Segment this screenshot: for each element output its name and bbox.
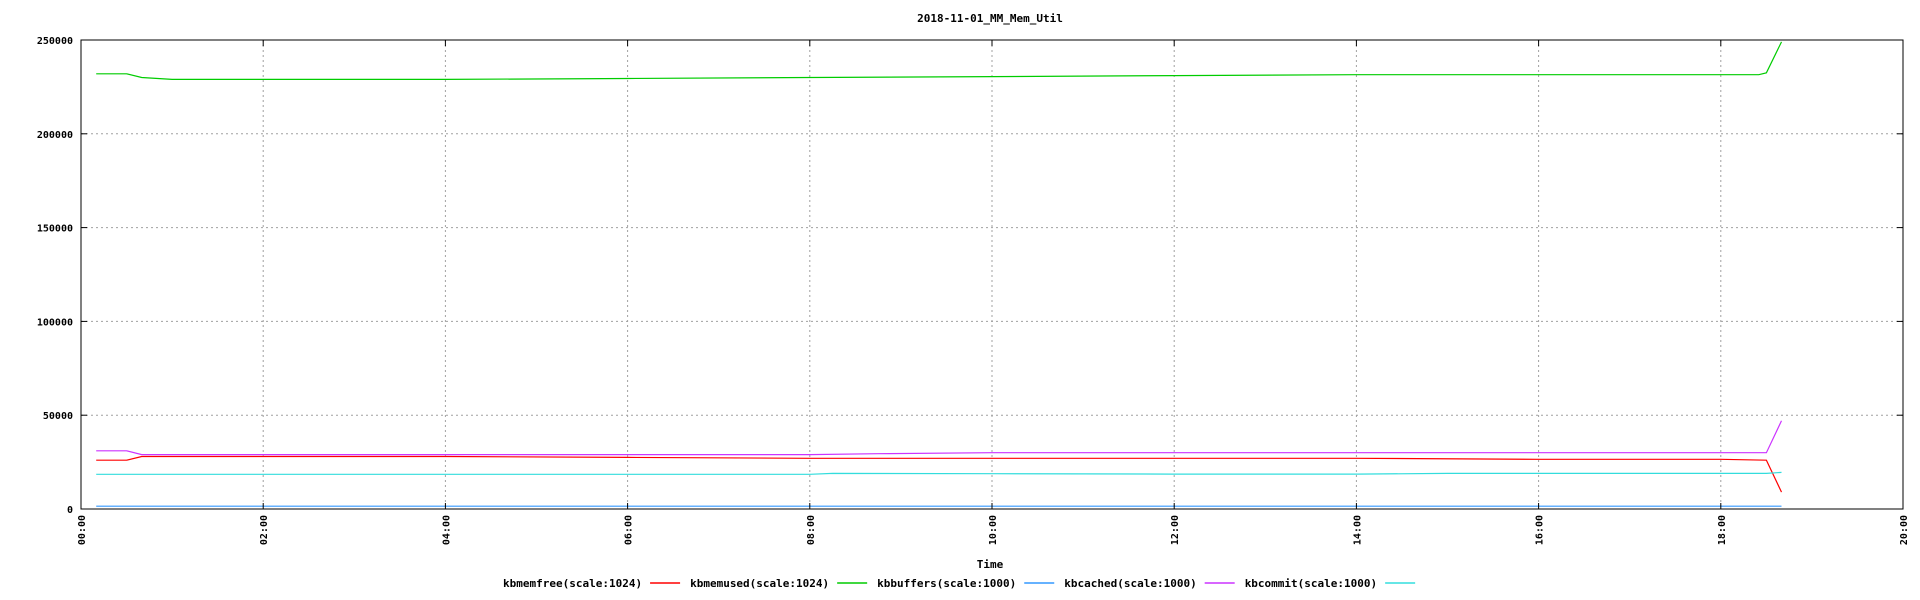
legend-label: kbmemused(scale:1024)	[690, 577, 829, 590]
legend-label: kbbuffers(scale:1000)	[877, 577, 1016, 590]
chart-title: 2018-11-01_MM_Mem_Util	[917, 12, 1063, 25]
x-tick-label: 14:00	[1352, 515, 1363, 545]
x-tick-label: 12:00	[1170, 515, 1181, 545]
x-axis: 00:00 02:00 04:00 06:00 08:00 10:00 12:00 14:00…	[77, 40, 1910, 545]
series-line-4	[96, 420, 1783, 456]
x-tick-label: 04:00	[441, 515, 452, 545]
x-tick-label: 16:00	[1535, 515, 1546, 545]
y-tick-label: 0	[67, 505, 73, 516]
series-line-1	[96, 455, 1783, 493]
x-axis-label: Time	[977, 558, 1004, 571]
x-tick-label: 06:00	[624, 515, 635, 545]
legend-label: kbcommit(scale:1000)	[1245, 577, 1377, 590]
x-tick-label: 08:00	[806, 515, 817, 545]
x-tick-label: 02:00	[259, 515, 270, 545]
grid	[81, 40, 1903, 509]
y-tick-label: 50000	[43, 411, 73, 422]
x-tick-label: 10:00	[988, 515, 999, 545]
x-tick-label: 00:00	[77, 515, 88, 545]
y-tick-label: 150000	[37, 224, 73, 235]
series-layer	[96, 41, 1783, 507]
legend-label: kbcached(scale:1000)	[1064, 577, 1196, 590]
y-tick-label: 100000	[37, 317, 73, 328]
y-tick-label: 250000	[37, 36, 73, 47]
y-tick-label: 200000	[37, 130, 73, 141]
legend-label: kbmemfree(scale:1024)	[503, 577, 642, 590]
series-line-2	[96, 41, 1783, 81]
legend: kbmemfree(scale:1024) kbmemused(scale:102…	[503, 577, 1416, 590]
x-tick-label: 20:00	[1899, 515, 1910, 545]
x-tick-label: 18:00	[1717, 515, 1728, 545]
series-line-5	[96, 471, 1782, 475]
y-axis: 0 50000 100000 150000 200000 250000	[37, 36, 1903, 516]
